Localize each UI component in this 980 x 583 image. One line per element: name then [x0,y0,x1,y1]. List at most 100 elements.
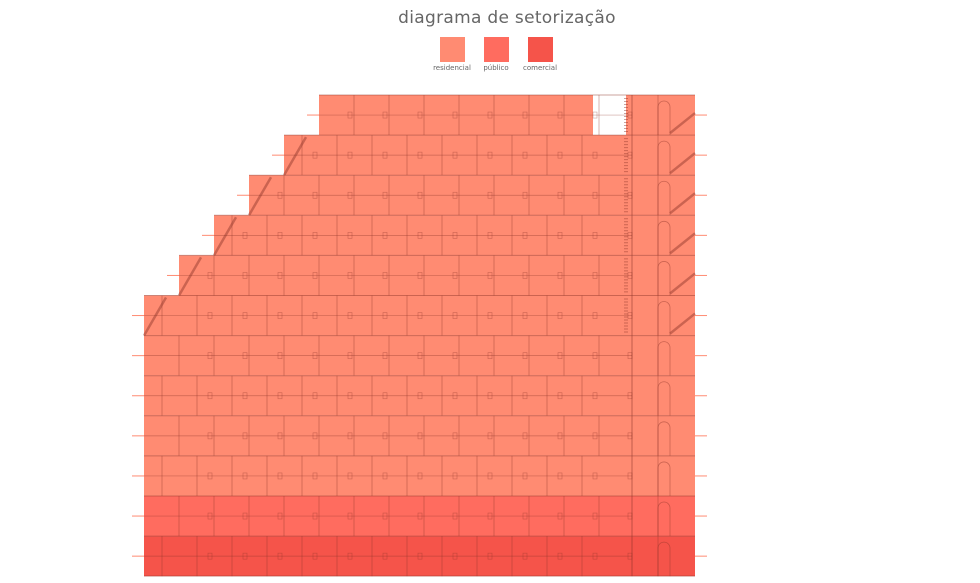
column [277,512,283,520]
column [452,552,458,560]
column [522,392,528,400]
door-arch [657,501,671,537]
door-arch [657,301,671,336]
column [382,392,388,400]
column [347,111,353,119]
stair-icon [669,272,696,295]
column [452,191,458,199]
floor-slab [179,255,695,296]
floor-slab [249,175,695,216]
column [592,472,598,480]
column [347,392,353,400]
column [382,432,388,440]
column [382,312,388,319]
column [487,312,493,319]
stair-icon [669,112,696,135]
floor-slab [319,95,593,136]
legend-label: residencial [433,64,471,72]
column [557,552,563,560]
column [522,512,528,520]
column [382,472,388,480]
column [557,111,563,119]
column [417,232,423,239]
column [557,352,563,359]
column [487,272,493,279]
door-arch [657,100,671,136]
column [347,352,353,359]
column [417,191,423,199]
door-arch [657,341,671,376]
column [452,432,458,440]
column [557,392,563,400]
column [242,232,248,239]
column [207,552,213,560]
column [522,151,528,159]
column [347,552,353,560]
column [347,191,353,199]
column [627,151,633,159]
stair-icon [177,256,203,297]
column [417,392,423,400]
floor-slab [284,135,695,176]
stair-icon [669,152,696,175]
column [522,272,528,279]
column [522,312,528,319]
column [347,512,353,520]
column [592,432,598,440]
column [452,232,458,239]
column [417,472,423,480]
column [592,191,598,199]
column [242,552,248,560]
column [312,392,318,400]
column [627,111,633,119]
floor-slab [144,455,695,496]
legend-label: público [483,64,509,72]
stair-icon [669,192,696,215]
legend-swatch-residencial [439,37,465,62]
column [557,191,563,199]
column [417,151,423,159]
column [452,392,458,400]
column [277,552,283,560]
column [592,352,598,359]
column [627,312,633,319]
column [592,151,598,159]
column [557,151,563,159]
legend-swatch-comercial [527,37,553,62]
column [347,312,353,319]
stair-icon [247,176,273,216]
column [312,512,318,520]
column [382,151,388,159]
column [627,191,633,199]
column [312,232,318,239]
legend-label: comercial [523,64,558,72]
floor-slab [626,95,695,136]
legend-item-publico: público [480,37,512,72]
legend-item-residencial: residencial [433,37,471,72]
column [382,512,388,520]
column [452,312,458,319]
column [627,432,633,440]
column [487,432,493,440]
column [207,472,213,480]
column [592,312,598,319]
column [312,272,318,279]
column [557,312,563,319]
column [312,151,318,159]
column [557,232,563,239]
column [382,191,388,199]
column [417,352,423,359]
stair-icon [142,296,168,337]
column [452,512,458,520]
door-arch [657,220,671,256]
column [242,352,248,359]
column [487,392,493,400]
column [347,432,353,440]
column [417,432,423,440]
column [347,151,353,159]
column [312,552,318,560]
column [487,151,493,159]
door-arch [657,421,671,456]
column [417,512,423,520]
column [592,552,598,560]
